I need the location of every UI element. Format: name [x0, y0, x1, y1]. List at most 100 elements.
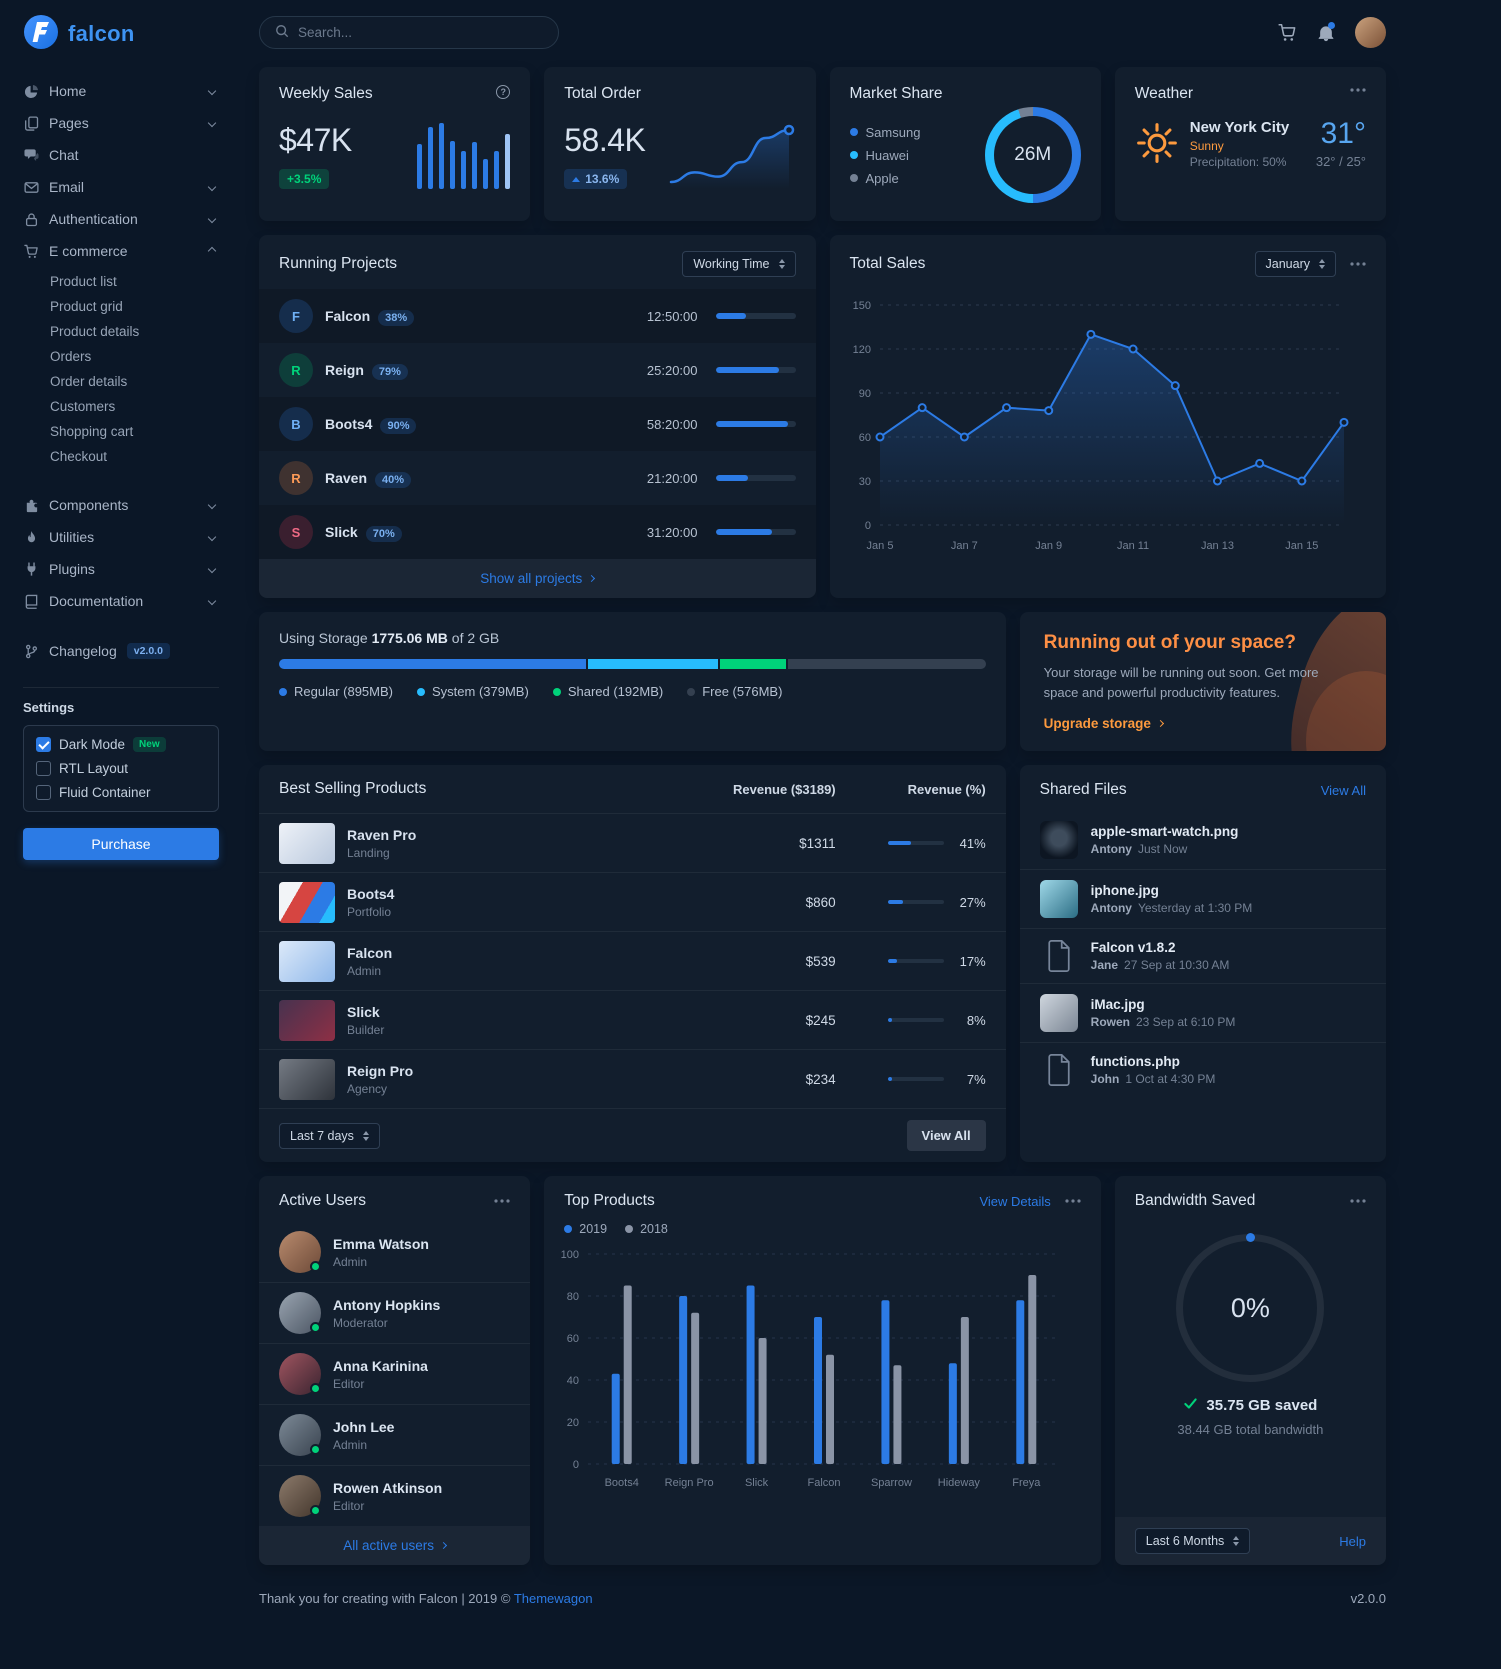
ellipsis-menu-icon[interactable]: [1350, 85, 1366, 95]
product-name-link[interactable]: Boots4: [347, 885, 395, 902]
sidebar-item-changelog[interactable]: Changelog v2.0.0: [23, 635, 219, 667]
avatar[interactable]: [279, 1353, 321, 1396]
table-row: Reign Pro Agency $234 7%: [259, 1049, 1006, 1108]
project-progress-bar: [715, 367, 796, 373]
product-name-link[interactable]: Slick: [347, 1003, 380, 1020]
sidebar-item-authentication[interactable]: Authentication: [23, 203, 219, 235]
user-name-link[interactable]: Emma Watson: [333, 1235, 429, 1252]
sidebar-item-checkout[interactable]: Checkout: [50, 449, 108, 464]
all-active-users-link[interactable]: All active users: [259, 1526, 531, 1566]
brand-logo[interactable]: falcon: [23, 14, 219, 53]
cart-icon[interactable]: [1278, 23, 1297, 42]
file-thumbnail[interactable]: [1039, 994, 1078, 1033]
view-all-button[interactable]: View All: [906, 1120, 986, 1152]
ellipsis-menu-icon[interactable]: [1350, 259, 1366, 269]
avatar[interactable]: [279, 1475, 321, 1518]
period-select[interactable]: Last 7 days: [279, 1122, 380, 1149]
file-thumbnail[interactable]: [1039, 821, 1078, 860]
sidebar-item-shopping-cart[interactable]: Shopping cart: [50, 424, 134, 439]
months-select[interactable]: Last 6 Months: [1134, 1528, 1251, 1555]
product-revenue: $860: [805, 894, 836, 910]
product-name-link[interactable]: Reign Pro: [347, 1062, 414, 1079]
fluid-container-option[interactable]: Fluid Container: [36, 785, 206, 800]
purchase-button[interactable]: Purchase: [23, 828, 219, 860]
legend-dot: [849, 128, 858, 136]
product-thumbnail[interactable]: [279, 822, 335, 864]
month-select[interactable]: January: [1254, 251, 1336, 277]
sidebar-item-documentation[interactable]: Documentation: [23, 585, 219, 617]
help-link[interactable]: Help: [1339, 1533, 1366, 1549]
search-input[interactable]: [298, 25, 543, 40]
rtl-layout-checkbox[interactable]: [36, 761, 51, 776]
view-details-link[interactable]: View Details: [979, 1193, 1051, 1209]
file-thumbnail[interactable]: [1039, 880, 1078, 919]
avatar[interactable]: [279, 1231, 321, 1274]
project-name[interactable]: Raven: [325, 470, 368, 486]
user-name-link[interactable]: John Lee: [333, 1418, 395, 1435]
sidebar-item-product-list[interactable]: Product list: [50, 274, 117, 289]
ellipsis-menu-icon[interactable]: [1350, 1196, 1366, 1206]
project-name[interactable]: Falcon: [325, 308, 371, 324]
sidebar-item-order-details[interactable]: Order details: [50, 374, 128, 389]
sidebar-item-pages[interactable]: Pages: [23, 107, 219, 139]
sidebar-item-home[interactable]: Home: [23, 75, 219, 107]
sidebar-item-email[interactable]: Email: [23, 171, 219, 203]
product-thumbnail[interactable]: [279, 940, 335, 982]
file-document-icon[interactable]: [1040, 939, 1078, 973]
dark-mode-checkbox[interactable]: [36, 737, 51, 752]
product-thumbnail[interactable]: [279, 999, 335, 1041]
file-document-icon[interactable]: [1040, 1053, 1078, 1087]
file-time: Yesterday at 1:30 PM: [1137, 901, 1253, 916]
file-name-link[interactable]: functions.php: [1090, 1054, 1180, 1070]
chevron-down-icon: [207, 86, 217, 96]
sidebar-item-ecommerce[interactable]: E commerce: [23, 235, 219, 267]
file-name-link[interactable]: iMac.jpg: [1090, 997, 1145, 1013]
user-name-link[interactable]: Antony Hopkins: [333, 1296, 441, 1313]
ellipsis-menu-icon[interactable]: [1065, 1196, 1081, 1206]
weekly-sales-title: Weekly Sales: [279, 85, 373, 102]
sidebar-item-product-details[interactable]: Product details: [50, 324, 140, 339]
avatar[interactable]: [279, 1414, 321, 1457]
dark-mode-option[interactable]: Dark Mode New: [36, 737, 206, 752]
topbar-icons: [1278, 17, 1386, 48]
project-row: F Falcon 38% 12:50:00: [259, 289, 816, 343]
project-name[interactable]: Reign: [325, 362, 364, 378]
svg-text:40: 40: [567, 1375, 579, 1387]
search-box[interactable]: [259, 16, 559, 49]
sidebar-item-customers[interactable]: Customers: [50, 399, 116, 414]
user-name-link[interactable]: Anna Karinina: [333, 1357, 428, 1374]
sidebar-item-chat[interactable]: Chat: [23, 139, 219, 171]
project-row: S Slick 70% 31:20:00: [259, 505, 816, 559]
sidebar-item-components[interactable]: Components: [23, 489, 219, 521]
sidebar-item-orders[interactable]: Orders: [50, 349, 92, 364]
project-name[interactable]: Slick: [325, 524, 358, 540]
rtl-layout-option[interactable]: RTL Layout: [36, 761, 206, 776]
fluid-container-checkbox[interactable]: [36, 785, 51, 800]
sidebar-item-product-grid[interactable]: Product grid: [50, 299, 123, 314]
working-time-select[interactable]: Working Time: [682, 251, 796, 277]
product-name-link[interactable]: Raven Pro: [347, 826, 417, 843]
product-thumbnail[interactable]: [279, 881, 335, 923]
user-avatar[interactable]: [1355, 17, 1386, 48]
themewagon-link[interactable]: Themewagon: [513, 1591, 593, 1607]
list-item: John Lee Admin: [259, 1404, 531, 1465]
file-name-link[interactable]: iphone.jpg: [1090, 883, 1159, 899]
question-circle-icon[interactable]: [496, 85, 511, 99]
ellipsis-menu-icon[interactable]: [494, 1196, 510, 1206]
project-name[interactable]: Boots4: [325, 416, 373, 432]
upgrade-storage-link[interactable]: Upgrade storage: [1044, 716, 1362, 731]
bell-icon[interactable]: [1317, 21, 1335, 42]
sidebar-item-utilities[interactable]: Utilities: [23, 521, 219, 553]
svg-text:Hideway: Hideway: [938, 1477, 981, 1489]
product-thumbnail[interactable]: [279, 1058, 335, 1100]
file-name-link[interactable]: Falcon v1.8.2: [1090, 940, 1176, 956]
show-all-projects-link[interactable]: Show all projects: [259, 559, 816, 598]
view-all-files-link[interactable]: View All: [1320, 782, 1366, 798]
avatar[interactable]: [279, 1292, 321, 1335]
file-name-link[interactable]: apple-smart-watch.png: [1090, 824, 1239, 840]
file-time: 23 Sep at 6:10 PM: [1136, 1015, 1236, 1030]
user-name-link[interactable]: Rowen Atkinson: [333, 1479, 443, 1496]
product-name-link[interactable]: Falcon: [347, 944, 393, 961]
sidebar-item-plugins[interactable]: Plugins: [23, 553, 219, 585]
legend-item-regular: Regular (895MB): [279, 684, 393, 699]
